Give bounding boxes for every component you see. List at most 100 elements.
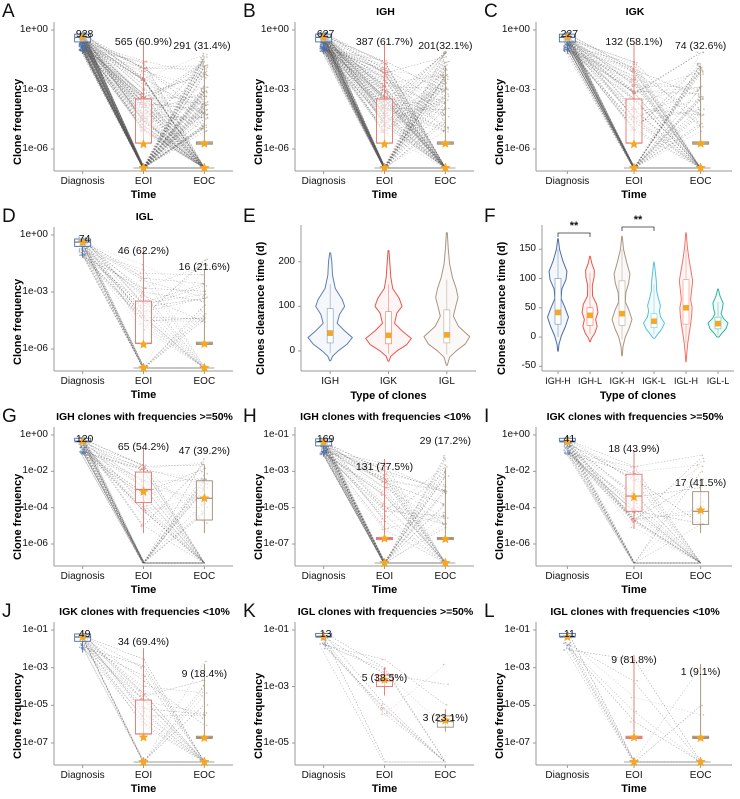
x-tick-F-0: IGH-H — [545, 376, 571, 386]
box-eoc-L — [692, 663, 710, 743]
count-label-B-2: 201(32.1%) — [418, 40, 473, 52]
count-label-I-0: 41 — [563, 433, 576, 445]
y-tick-D-2: 1e-06 — [22, 343, 48, 354]
box-eoi-D — [135, 248, 152, 349]
x-axis-label-G: Time — [130, 584, 157, 596]
count-label-C-0: 227 — [560, 28, 579, 40]
box-eoi-C — [625, 44, 643, 149]
y-axis-label-D: Clone frequency — [12, 278, 24, 365]
plot-area-G — [51, 427, 233, 569]
panel-title-H: IGH clones with frequencies <10% — [300, 411, 471, 423]
x-tick-F-3: IGK-L — [642, 376, 666, 386]
y-tick-A-2: 1e-06 — [22, 143, 48, 154]
panel-letter-L: L — [484, 601, 495, 622]
significance-label-F-0: ** — [569, 220, 579, 232]
y-axis-label-I: Clone frequency — [494, 473, 506, 560]
y-tick-E-1: 100 — [278, 300, 295, 312]
y-tick-L-1: 1e-03 — [504, 661, 530, 673]
plot-area-H — [292, 427, 474, 569]
y-tick-B-1: 1e-03 — [263, 83, 289, 95]
box-eoi-I — [625, 450, 643, 529]
x-tick-C-1: EOI — [625, 176, 643, 187]
count-label-G-0: 120 — [75, 433, 94, 445]
y-tick-L-0: 1e-01 — [504, 624, 530, 635]
x-tick-F-4: IGL-H — [673, 376, 698, 386]
x-tick-K-2: EOC — [434, 770, 457, 781]
box-eoi-B — [376, 44, 393, 149]
y-tick-G-1: 1e-02 — [22, 465, 48, 477]
box-eoc-C — [692, 65, 710, 148]
count-label-B-1: 387 (61.7%) — [355, 36, 414, 48]
x-tick-L-1: EOI — [625, 770, 643, 781]
significance-bar-F-1 — [621, 226, 655, 231]
panel-letter-F: F — [484, 206, 496, 227]
y-tick-G-3: 1e-06 — [22, 538, 48, 549]
box-eoc-D — [195, 269, 213, 349]
panel-title-L: IGL clones with frequencies <10% — [550, 606, 720, 618]
x-tick-J-0: Diagnosis — [60, 770, 105, 781]
y-axis-label-L: Clone frequency — [494, 672, 506, 759]
count-label-D-2: 16 (21.6%) — [178, 261, 231, 273]
box-eoi-H — [376, 458, 393, 543]
panel-title-C: IGK — [625, 6, 645, 18]
x-tick-E-2: IGL — [438, 376, 455, 387]
panel-letter-E: E — [243, 206, 256, 227]
plot-area-J — [51, 622, 233, 768]
y-axis-label-C: Clone frequency — [494, 78, 506, 165]
x-tick-J-2: EOC — [193, 770, 216, 781]
connector-lines-I — [564, 437, 702, 564]
x-tick-A-0: Diagnosis — [60, 176, 105, 187]
y-tick-E-2: 200 — [278, 255, 295, 267]
count-label-J-2: 9 (18.4%) — [181, 668, 228, 680]
connector-lines-C — [564, 32, 702, 169]
y-axis-label-J: Clone frequency — [12, 672, 24, 759]
x-tick-F-5: IGL-L — [706, 376, 730, 386]
violin-E-1 — [365, 250, 412, 362]
panel-title-K: IGL clones with frequencies >=50% — [297, 606, 474, 618]
count-label-D-1: 46 (62.2%) — [117, 245, 170, 257]
x-tick-L-2: EOC — [689, 770, 712, 781]
x-tick-L-0: Diagnosis — [545, 770, 590, 781]
y-axis-label-B: Clone frequency — [253, 78, 265, 165]
connector-lines-B — [320, 32, 447, 169]
panel-letter-J: J — [2, 601, 12, 622]
count-label-A-0: 928 — [75, 28, 94, 40]
box-diagnosis-H — [315, 436, 333, 457]
y-tick-H-3: 1e-07 — [263, 538, 289, 549]
panel-J: J IGK clones with frequencies <10% 1e-01 1e… — [0, 600, 241, 799]
box-eoi-G — [135, 448, 152, 534]
y-axis-label-H: Clone frequency — [253, 473, 265, 560]
panel-letter-I: I — [484, 406, 490, 427]
x-axis-label-A: Time — [130, 189, 157, 201]
x-tick-G-2: EOC — [193, 571, 216, 582]
count-label-C-2: 74 (32.6%) — [674, 40, 727, 52]
plot-area-K — [292, 622, 474, 768]
box-diagnosis-J — [74, 631, 92, 653]
box-eoc-H — [436, 467, 454, 544]
x-tick-G-0: Diagnosis — [60, 571, 105, 582]
connector-lines-G — [79, 437, 206, 564]
box-diagnosis-G — [74, 436, 92, 447]
x-tick-H-2: EOC — [434, 571, 457, 582]
x-tick-E-0: IGH — [321, 376, 340, 387]
connector-lines-L — [565, 632, 702, 763]
significance-bar-F-0 — [557, 232, 591, 237]
violin-F-2 — [611, 235, 633, 357]
x-tick-K-0: Diagnosis — [301, 770, 346, 781]
plot-area-A — [51, 22, 233, 174]
y-tick-C-1: 1e-03 — [504, 83, 530, 95]
y-tick-C-0: 1e+00 — [501, 24, 530, 35]
panel-letter-G: G — [2, 406, 17, 427]
y-tick-G-2: 1e-04 — [22, 501, 48, 513]
plot-area-B — [292, 22, 474, 174]
y-tick-I-3: 1e-06 — [504, 538, 530, 549]
y-tick-I-1: 1e-02 — [504, 465, 530, 477]
panel-title-G: IGH clones with frequencies >=50% — [56, 411, 233, 423]
y-axis-label-K: Clone frequency — [253, 672, 265, 759]
box-diagnosis-C — [558, 31, 576, 54]
panel-title-I: IGK clones with frequencies >=50% — [546, 411, 724, 423]
count-label-D-0: 74 — [78, 233, 91, 245]
panel-title-J: IGK clones with frequencies <10% — [59, 606, 230, 618]
x-axis-label-E: Type of clones — [350, 390, 427, 402]
